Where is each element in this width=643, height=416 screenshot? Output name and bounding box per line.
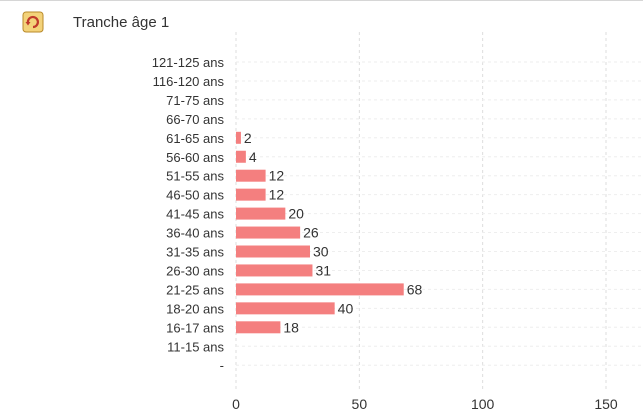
value-label: 2 (244, 130, 252, 146)
refresh-icon (22, 11, 44, 33)
category-label: 66-70 ans (166, 112, 224, 127)
x-tick-label: 150 (594, 396, 618, 412)
x-tick-label: 50 (352, 396, 368, 412)
bars (236, 131, 404, 334)
bar (236, 245, 310, 258)
value-label: 26 (303, 225, 319, 241)
category-label: 26-30 ans (166, 263, 224, 278)
value-label: 4 (249, 149, 257, 165)
category-label: - (220, 358, 224, 373)
chart-title: Tranche âge 1 (73, 14, 170, 31)
value-label: 12 (269, 187, 285, 203)
bar (236, 226, 301, 239)
category-label: 61-65 ans (166, 131, 224, 146)
value-label: 18 (283, 319, 299, 335)
value-label: 30 (313, 244, 329, 260)
category-label: 31-35 ans (166, 245, 224, 260)
bar (236, 131, 241, 144)
value-label: 31 (315, 262, 331, 278)
bar (236, 188, 266, 201)
category-label: 11-15 ans (167, 339, 224, 354)
x-tick-label: 100 (471, 396, 495, 412)
category-label: 21-25 ans (166, 282, 224, 297)
category-label: 121-125 ans (152, 55, 225, 70)
category-label: 41-45 ans (166, 207, 224, 222)
category-label: 71-75 ans (166, 93, 224, 108)
refresh-button[interactable] (22, 11, 44, 33)
bar (236, 264, 313, 277)
bar (236, 302, 335, 315)
x-axis-ticks: 0 50 100 150 (232, 396, 618, 412)
category-label: 51-55 ans (166, 169, 224, 184)
category-label: 56-60 ans (166, 150, 224, 165)
value-label: 68 (407, 281, 423, 297)
bar (236, 321, 281, 334)
category-label: 16-17 ans (166, 320, 224, 335)
bar (236, 169, 266, 182)
value-label: 40 (338, 300, 354, 316)
category-label: 116-120 ans (153, 74, 225, 89)
category-label: 18-20 ans (166, 301, 224, 316)
bar (236, 150, 246, 163)
chart-header: Tranche âge 1 (0, 0, 643, 40)
category-labels: 121-125 ans 116-120 ans 71-75 ans 66-70 ans… (152, 55, 225, 373)
value-label: 12 (269, 168, 285, 184)
category-label: 46-50 ans (166, 188, 224, 203)
bar (236, 207, 286, 220)
category-label: 36-40 ans (166, 226, 224, 241)
x-tick-label: 0 (232, 396, 240, 412)
bar (236, 283, 404, 296)
value-label: 20 (288, 206, 304, 222)
top-divider (0, 0, 643, 1)
